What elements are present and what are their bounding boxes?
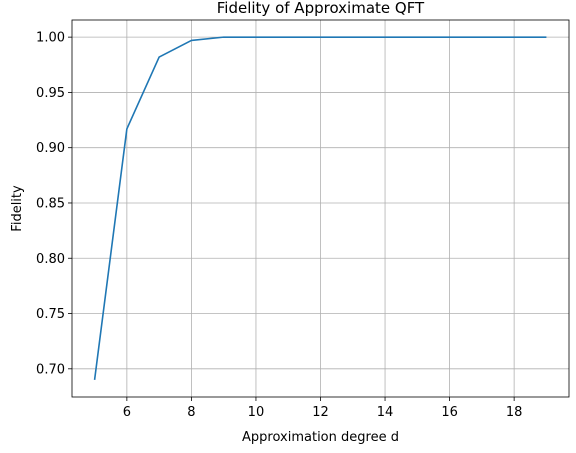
x-tick-label: 6 xyxy=(123,405,131,420)
x-tick-label: 10 xyxy=(248,405,265,420)
x-tick-label: 16 xyxy=(441,405,458,420)
y-tick-label: 0.80 xyxy=(36,252,65,267)
x-tick-label: 18 xyxy=(506,405,523,420)
ticks: 6 8 10 12 14 16 18 0.70 0.75 0.80 0.85 0.90 0.95 1.00 xyxy=(36,31,522,420)
series-layer xyxy=(93,36,547,380)
y-tick-label: 0.95 xyxy=(36,86,65,101)
y-tick-label: 0.75 xyxy=(36,307,65,322)
y-tick-label: 0.90 xyxy=(36,141,65,156)
x-tick-label: 8 xyxy=(187,405,195,420)
y-tick-label: 0.85 xyxy=(36,196,65,211)
x-tick-label: 12 xyxy=(312,405,329,420)
y-tick-label: 1.00 xyxy=(36,31,65,46)
y-axis-label: Fidelity xyxy=(10,185,25,232)
x-tick-label: 14 xyxy=(377,405,394,420)
x-axis-label: Approximation degree d xyxy=(242,430,399,445)
chart-title: Fidelity of Approximate QFT xyxy=(217,0,425,17)
fidelity-series-line xyxy=(93,36,547,380)
grid xyxy=(72,20,569,397)
y-tick-label: 0.70 xyxy=(36,362,65,377)
